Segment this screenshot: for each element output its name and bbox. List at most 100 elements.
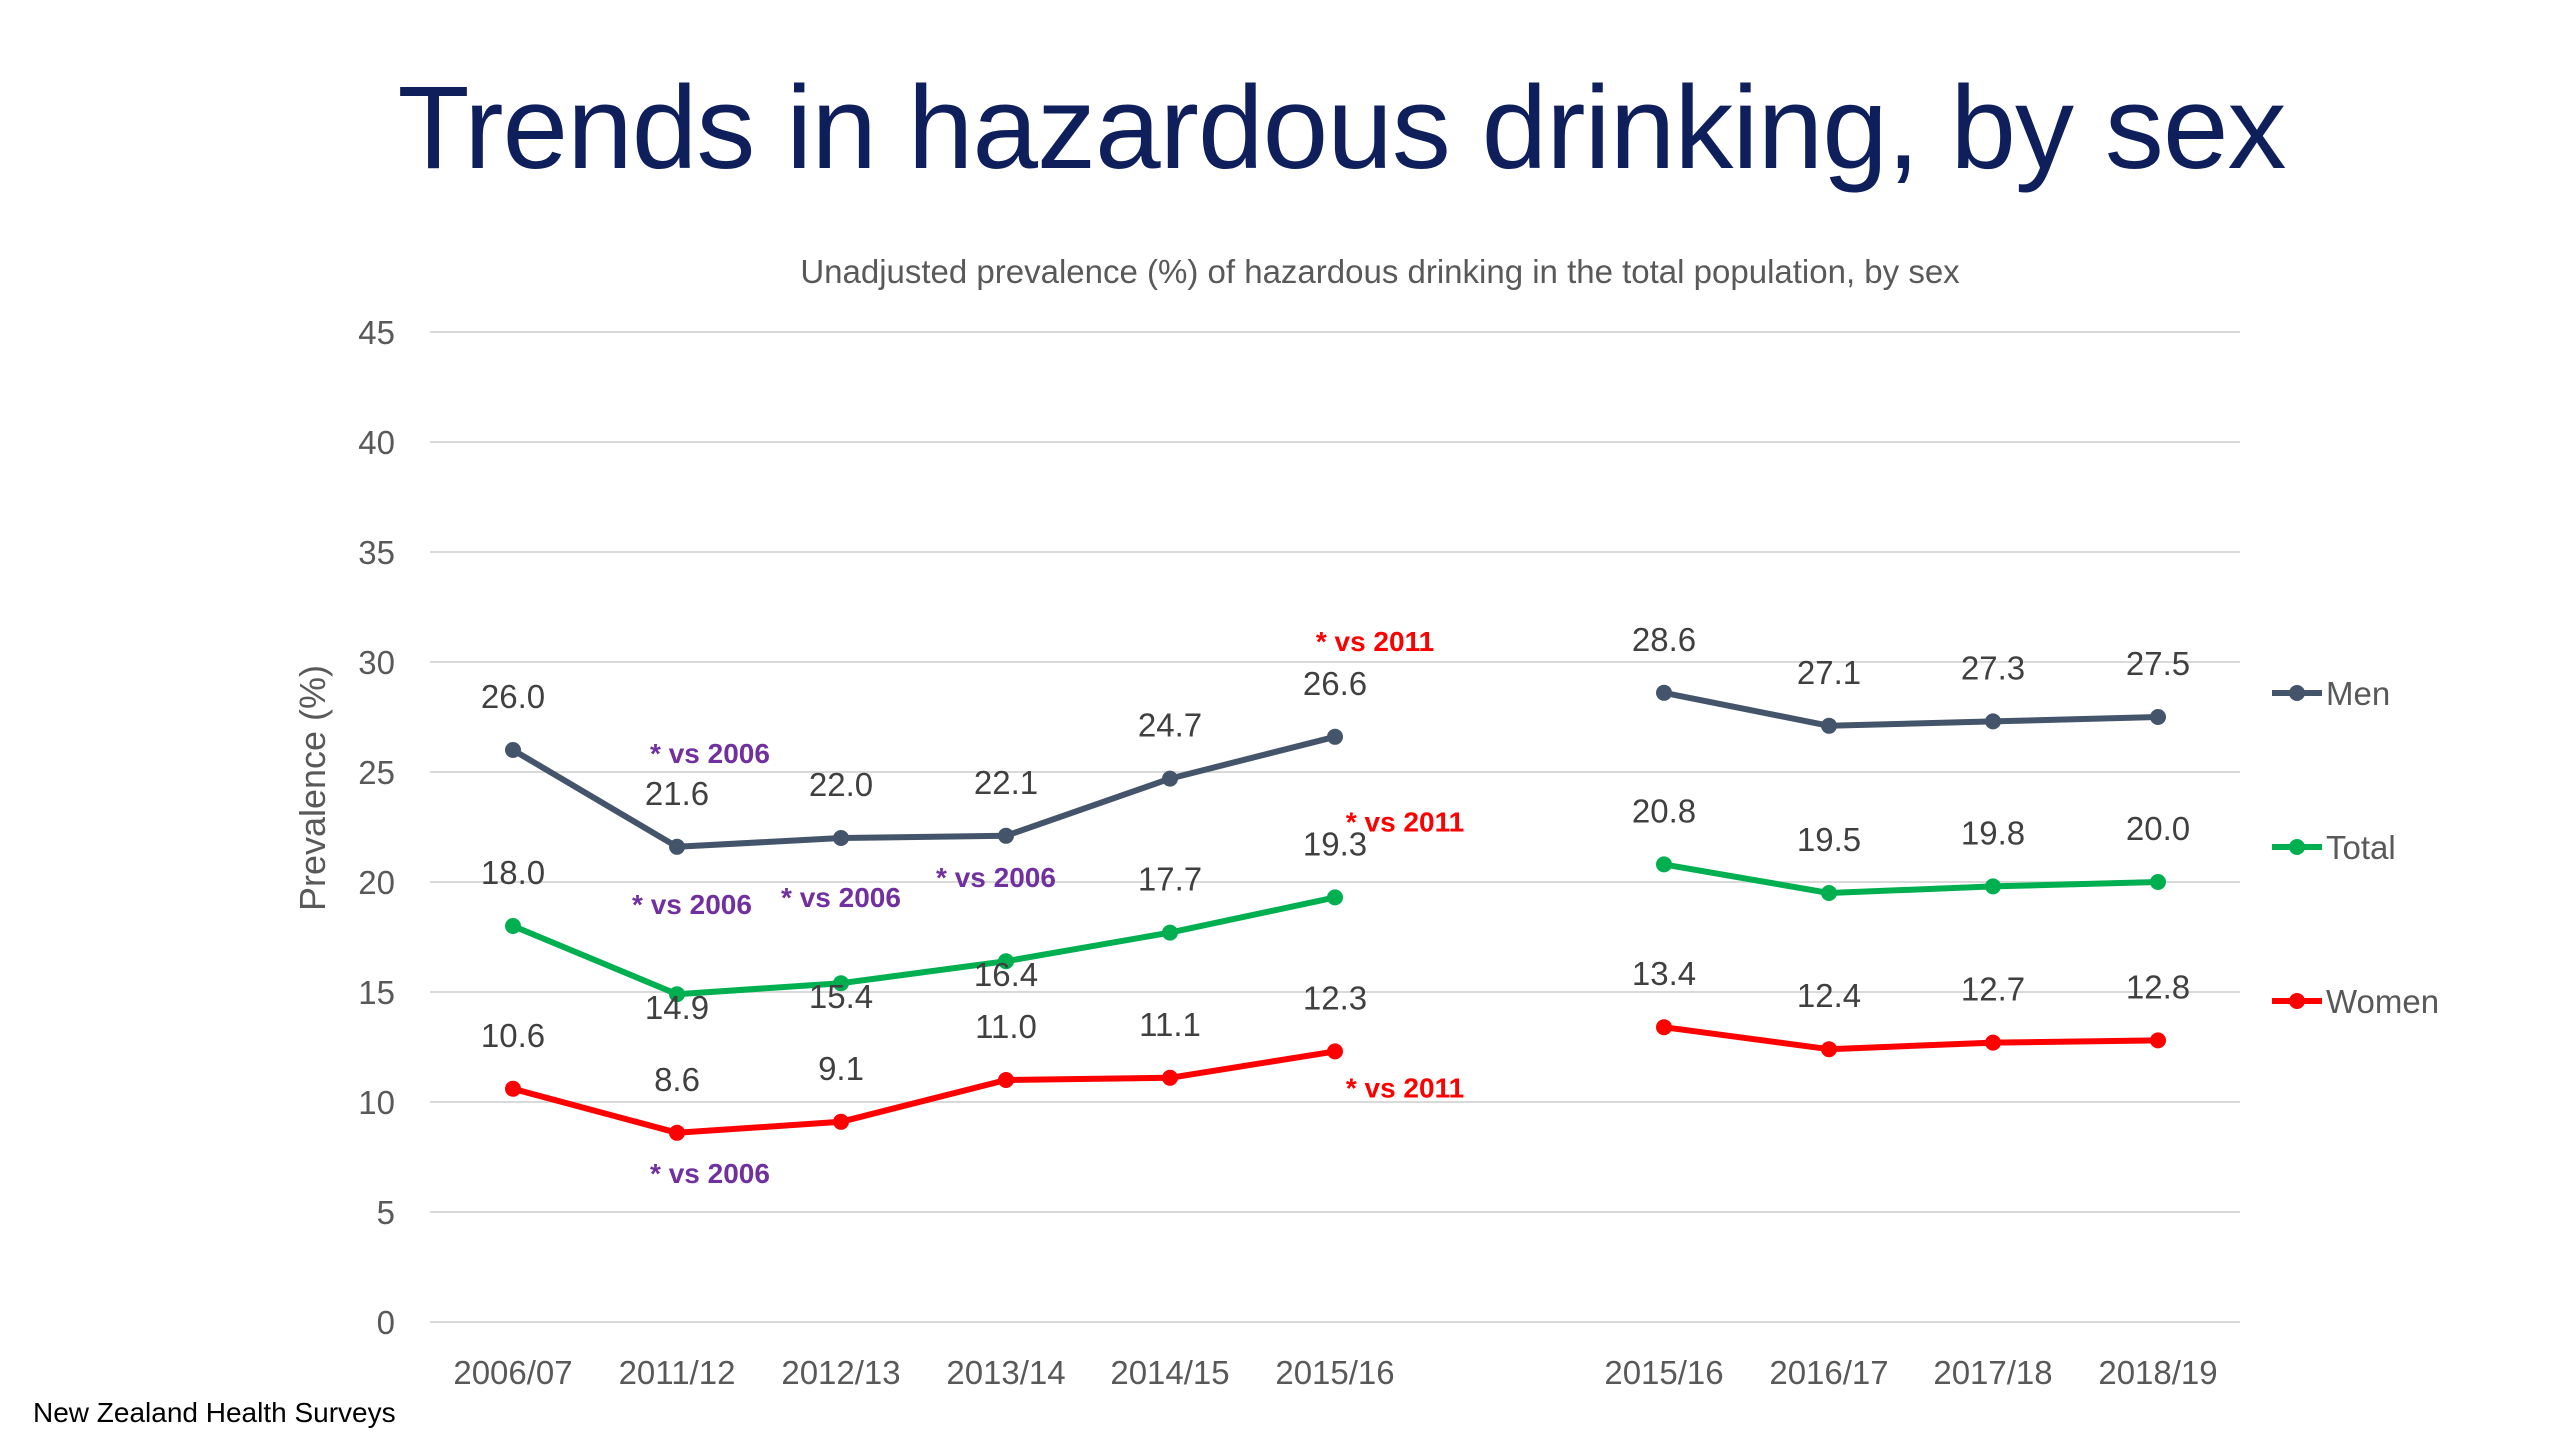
- data-label-women: 11.1: [1139, 1006, 1201, 1043]
- data-label-men: 22.1: [974, 764, 1038, 801]
- data-label-women: 12.8: [2126, 968, 2190, 1005]
- legend-label-men: Men: [2326, 675, 2390, 712]
- data-label-men: 26.0: [481, 678, 545, 715]
- data-point-total: [505, 918, 521, 934]
- data-label-men: 22.0: [809, 766, 873, 803]
- data-point-men: [1327, 728, 1343, 745]
- data-point-men: [1162, 770, 1178, 787]
- data-label-women: 8.6: [654, 1061, 700, 1098]
- data-point-women: [1985, 1034, 2001, 1051]
- data-label-women: 13.4: [1632, 955, 1696, 992]
- data-point-men: [1821, 717, 1837, 734]
- series-line-total: [1663, 861, 2159, 896]
- significance-annotations: * vs 2006 * vs 2011 * vs 2006 * vs 2006 * vs…: [632, 626, 1464, 1189]
- y-tick-label: 5: [377, 1194, 395, 1231]
- data-point-men: [833, 830, 849, 846]
- chart-title: Unadjusted prevalence (%) of hazardous d…: [800, 253, 1960, 290]
- y-tick-label: 20: [358, 864, 395, 901]
- data-point-men: [2150, 709, 2166, 725]
- y-tick-label: 10: [358, 1084, 395, 1121]
- y-tick-label: 40: [358, 424, 395, 461]
- data-point-total: [1327, 889, 1343, 906]
- data-point-men: [998, 827, 1014, 844]
- y-axis-ticks: 0 5 10 15 20 25 30 35 40 45: [358, 314, 395, 1341]
- significance-annotation: * vs 2006: [650, 1158, 770, 1189]
- data-label-men: 28.6: [1632, 621, 1696, 658]
- data-point-men: [669, 838, 685, 855]
- x-tick-label: 2015/16: [1275, 1354, 1394, 1391]
- series-lines: [505, 684, 2166, 1141]
- data-label-men: 24.7: [1138, 707, 1202, 744]
- series-line-women: [1663, 1024, 2159, 1053]
- data-point-women: [1821, 1041, 1837, 1058]
- data-point-women: [669, 1124, 685, 1141]
- source-note: New Zealand Health Surveys: [33, 1397, 396, 1428]
- data-point-women: [833, 1113, 849, 1130]
- y-tick-label: 15: [358, 974, 395, 1011]
- data-point-women: [1327, 1043, 1343, 1060]
- legend: Men Total Women: [2272, 675, 2439, 1020]
- x-tick-label: 2018/19: [2098, 1354, 2217, 1391]
- data-label-total: 19.3: [1303, 825, 1367, 862]
- data-label-women: 10.6: [481, 1017, 545, 1054]
- data-point-total: [833, 975, 849, 992]
- data-point-total: [1656, 856, 1672, 873]
- y-tick-label: 30: [358, 644, 395, 681]
- x-tick-label: 2013/14: [946, 1354, 1065, 1391]
- data-point-men: [1656, 684, 1672, 701]
- data-label-men: 27.3: [1961, 649, 2025, 686]
- x-tick-label: 2011/12: [619, 1354, 736, 1391]
- data-label-women: 12.3: [1303, 979, 1367, 1016]
- x-tick-label: 2014/15: [1110, 1354, 1229, 1391]
- legend-marker-total: [2289, 839, 2305, 855]
- data-label-men: 21.6: [645, 775, 709, 812]
- significance-annotation: * vs 2011: [1346, 1072, 1464, 1103]
- significance-annotation: * vs 2006: [936, 862, 1056, 893]
- data-point-total: [669, 986, 685, 1003]
- x-tick-label: 2016/17: [1769, 1354, 1888, 1391]
- data-label-total: 15.4: [809, 978, 873, 1015]
- series-line-women: [512, 1048, 1336, 1136]
- y-tick-label: 0: [377, 1304, 395, 1341]
- data-label-total: 18.0: [481, 854, 545, 891]
- x-axis-ticks: 2006/07 2011/12 2012/13 2013/14 2014/15 2015/…: [453, 1354, 2217, 1391]
- significance-annotation: * vs 2011: [1346, 806, 1464, 837]
- significance-annotation: * vs 2006: [650, 738, 770, 769]
- data-point-total: [2150, 874, 2166, 890]
- data-point-women: [1656, 1019, 1672, 1036]
- data-label-total: 20.0: [2126, 810, 2190, 847]
- y-tick-label: 25: [358, 754, 395, 791]
- data-point-total: [1162, 924, 1178, 941]
- significance-annotation: * vs 2006: [632, 889, 752, 920]
- data-point-women: [2150, 1032, 2166, 1049]
- data-label-total: 16.4: [974, 956, 1038, 993]
- data-point-women: [505, 1080, 521, 1097]
- series-line-men: [511, 733, 1336, 850]
- data-label-women: 12.7: [1961, 971, 2025, 1008]
- series-line-total: [511, 894, 1336, 998]
- data-label-women: 12.4: [1797, 977, 1861, 1014]
- data-label-women: 11.0: [975, 1008, 1037, 1045]
- data-label-men: 27.5: [2126, 645, 2190, 682]
- data-point-women: [998, 1072, 1014, 1088]
- data-label-total: 19.5: [1797, 821, 1861, 858]
- data-point-women: [1162, 1069, 1178, 1086]
- gridlines: [430, 331, 2240, 1323]
- legend-label-total: Total: [2326, 829, 2396, 866]
- data-label-total: 20.8: [1632, 792, 1696, 829]
- data-point-men: [505, 742, 521, 758]
- slide-title: Trends in hazardous drinking, by sex: [397, 62, 2287, 194]
- x-tick-label: 2015/16: [1604, 1354, 1723, 1391]
- data-label-total: 19.8: [1961, 814, 2025, 851]
- data-point-total: [998, 953, 1014, 970]
- significance-annotation: * vs 2006: [781, 882, 901, 913]
- legend-marker-men: [2289, 685, 2305, 701]
- data-point-total: [1985, 878, 2001, 895]
- y-axis-label: Prevalence (%): [292, 665, 333, 911]
- x-tick-label: 2012/13: [781, 1354, 900, 1391]
- data-point-total: [1821, 885, 1837, 901]
- series-line-men: [1663, 689, 2159, 729]
- data-label-men: 27.1: [1797, 654, 1861, 691]
- significance-annotation: * vs 2011: [1316, 626, 1434, 657]
